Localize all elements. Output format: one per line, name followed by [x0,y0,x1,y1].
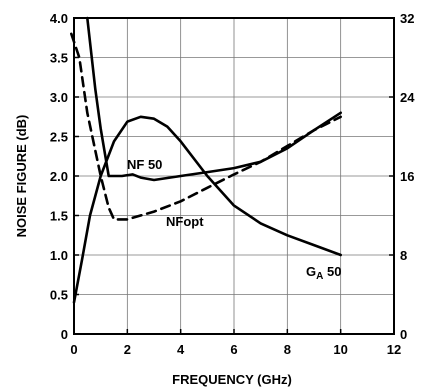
series-line-nfopt [70,32,343,221]
x-tick-label: 6 [230,342,237,357]
x-tick-label: 2 [124,342,131,357]
y-tick-label: 3.5 [50,51,68,66]
x-tick-label: 12 [387,342,401,357]
y2-tick-label: 16 [400,169,414,184]
x-tick-label: 8 [284,342,291,357]
series-lines [70,16,343,304]
y-tick-label: 4.0 [50,11,68,26]
x-axis-title: FREQUENCY (GHz) [172,372,292,387]
y-tick-label: 1.5 [50,209,68,224]
y-tick-label: 0.5 [50,288,68,303]
y-axis-title: NOISE FIGURE (dB) [14,115,29,238]
label-nf-50: NF 50 [127,157,162,172]
x-tick-label: 10 [333,342,347,357]
x-tick-label: 4 [177,342,185,357]
y2-tick-label: 8 [400,248,407,263]
series-line-nf-50 [86,16,343,182]
y-tick-label: 2.0 [50,169,68,184]
y-tick-label: 0 [61,327,68,342]
y2-tick-label: 0 [400,327,407,342]
y2-tick-label: 24 [400,90,415,105]
series-labels: NF 50 NFopt GA 50 [127,157,341,282]
x-tick-label: 0 [70,342,77,357]
label-nfopt: NFopt [166,214,204,229]
y-tick-label: 2.5 [50,130,68,145]
series-line-ga-50 [72,115,343,304]
y-tick-label: 3.0 [50,90,68,105]
y-tick-label: 1.0 [50,248,68,263]
label-ga-50: GA 50 [306,264,341,282]
y2-tick-label: 32 [400,11,414,26]
